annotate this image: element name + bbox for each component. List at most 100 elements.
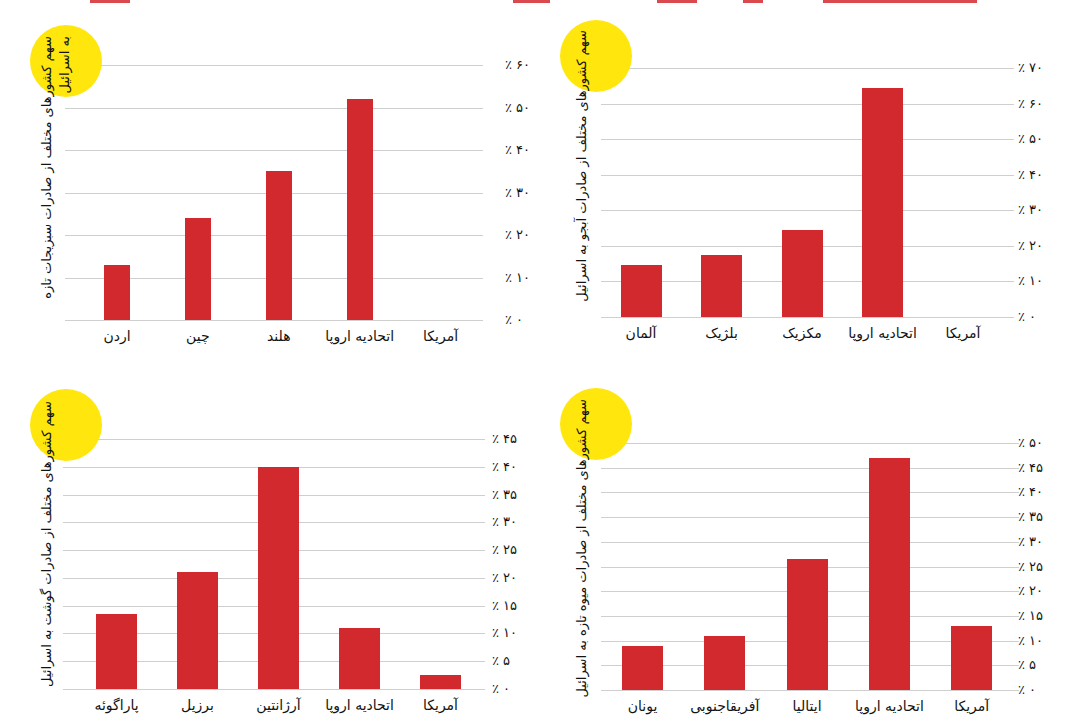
infographic-canvas: ٪ ۰ ٪ ۱۰ ٪ ۲۰ ٪ ۳۰ ٪ ۴۰ ٪ ۵۰ ٪ ۶۰ سهم کشورهای م… [0,0,1078,726]
x-category-label: آمریکا [423,696,458,714]
x-category-label: پاراگوئه [94,696,138,714]
bar-bottom-right-1 [704,636,745,690]
gridline [65,320,483,321]
y-axis-tick-label: ٪ ۶۰ [1018,96,1043,112]
y-axis-tick-label: ٪ ۲۰ [505,227,530,243]
highlight-circle [560,388,632,460]
y-axis-tick-label: ٪ ۱۰ [492,625,517,641]
y-axis-tick-label: ٪ ۲۵ [492,542,517,558]
gridline [601,690,1019,691]
bar-top-right-1 [701,255,742,317]
gridline [601,210,1014,211]
x-category-label: اردن [103,327,130,345]
y-axis-tick-label: ٪ ۱۰ [505,270,530,286]
x-category-label: ایتالیا [793,697,822,715]
y-axis-tick-label: ٪ ۲۵ [1018,559,1043,575]
y-axis-tick-label: ٪ ۴۵ [492,431,517,447]
y-axis-tick-label: ٪ ۵۰ [1018,131,1043,147]
chart-title-rotated: سهم کشورهای مختلف از صادرات سبزیجات تازه… [38,36,74,336]
y-axis-tick-label: ٪ ۴۰ [505,142,530,158]
gridline [65,150,483,151]
gridline [601,492,1019,493]
y-axis-tick-label: ٪ ۰ [492,681,510,697]
chart-title-line: سهم کشورهای مختلف از صادرات سبزیجات تازه [38,36,56,336]
y-axis-tick-label: ٪ ۷۰ [1018,60,1043,76]
bar-bottom-left-3 [339,628,380,689]
y-axis-tick-label: ٪ ۴۰ [1018,167,1043,183]
y-axis-tick-label: ٪ ۳۵ [492,487,517,503]
y-axis-tick-label: ٪ ۳۰ [1018,202,1043,218]
x-category-label: آفریقاجنوبی [690,697,759,715]
bar-top-right-3 [862,88,903,317]
y-axis-tick-label: ٪ ۳۰ [492,514,517,530]
bar-bottom-right-4 [951,626,992,690]
bar-top-left-1 [185,218,211,320]
bar-bottom-left-4 [420,675,461,689]
bar-top-right-0 [621,265,662,317]
gridline [65,65,483,66]
x-category-label: آمریکا [423,327,458,345]
x-category-label: اتحادیه اروپا [325,327,394,345]
x-category-label: برزیل [181,696,214,714]
bar-bottom-right-3 [869,458,910,690]
chart-fresh-fruit-exports: ٪ ۰٪ ۵٪ ۱۰٪ ۱۵٪ ۲۰٪ ۲۵٪ ۳۰٪ ۳۵٪ ۴۰٪ ۴۵٪ … [539,363,1078,726]
y-axis-tick-label: ٪ ۰ [1018,682,1036,698]
gridline [601,468,1019,469]
highlight-circle [560,20,632,92]
chart-beer-exports: ٪ ۰٪ ۱۰٪ ۲۰٪ ۳۰٪ ۴۰٪ ۵۰٪ ۶۰٪ ۷۰سهم کشوره… [539,0,1078,363]
x-category-label: اتحادیه اروپا [848,324,917,342]
chart-title-rotated: سهم کشورهای مختلف از صادرات میوه تازه به… [573,399,591,709]
bar-bottom-left-2 [258,467,299,689]
x-category-label: اتحادیه اروپا [855,697,924,715]
y-axis-tick-label: ٪ ۳۰ [505,185,530,201]
chart-title-rotated: سهم کشورهای مختلف از صادرات آبجو به اسرا… [573,30,591,335]
gridline [601,175,1014,176]
gridline [63,689,485,690]
chart-title-line: به اسرائیل [56,36,74,336]
gridline [601,139,1014,140]
x-category-label: آمریکا [954,697,989,715]
cropped-text-fragment [657,0,697,3]
x-category-label: آمریکا [945,324,980,342]
y-axis-tick-label: ٪ ۰ [1018,309,1036,325]
x-category-label: هلند [267,327,291,345]
gridline [601,317,1014,318]
gridline [601,542,1019,543]
y-axis-tick-label: ٪ ۲۰ [1018,238,1043,254]
y-axis-tick-label: ٪ ۵۰ [505,100,530,116]
gridline [601,68,1014,69]
gridline [601,104,1014,105]
y-axis-tick-label: ٪ ۴۰ [1018,484,1043,500]
y-axis-tick-label: ٪ ۴۰ [492,459,517,475]
cropped-text-fragment [743,0,763,3]
y-axis-tick-label: ٪ ۵ [492,653,510,669]
bar-bottom-left-1 [177,572,218,689]
gridline [601,517,1019,518]
x-category-label: مکزیک [782,324,821,342]
y-axis-tick-label: ٪ ۲۰ [1018,583,1043,599]
gridline [601,443,1019,444]
x-category-label: آرژانتین [256,696,300,714]
bar-top-left-2 [266,171,292,320]
cropped-text-fragment [90,0,130,3]
bar-bottom-right-0 [622,646,663,690]
y-axis-tick-label: ٪ ۵۰ [1018,435,1043,451]
bar-bottom-left-0 [96,614,137,689]
gridline [65,108,483,109]
bar-top-left-3 [347,99,373,320]
bar-top-left-0 [104,265,130,320]
y-axis-tick-label: ٪ ۶۰ [505,57,530,73]
x-category-label: بلژیک [705,324,738,342]
chart-title-line: سهم کشورهای مختلف از صادرات میوه تازه به… [573,399,591,709]
x-category-label: یونان [628,697,658,715]
cropped-text-fragment [513,0,550,3]
y-axis-tick-label: ٪ ۳۰ [1018,534,1043,550]
y-axis-tick-label: ٪ ۱۰ [1018,633,1043,649]
y-axis-tick-label: ٪ ۰ [505,312,523,328]
chart-meat-exports: ٪ ۰٪ ۵٪ ۱۰٪ ۱۵٪ ۲۰٪ ۲۵٪ ۳۰٪ ۳۵٪ ۴۰٪ ۴۵سه… [0,363,539,726]
y-axis-tick-label: ٪ ۳۵ [1018,509,1043,525]
bar-bottom-right-2 [787,559,828,690]
bar-top-right-2 [782,230,823,317]
chart-title-rotated: سهم کشورهای مختلف از صادرات گوشت به اسرا… [38,401,56,711]
gridline [63,439,485,440]
